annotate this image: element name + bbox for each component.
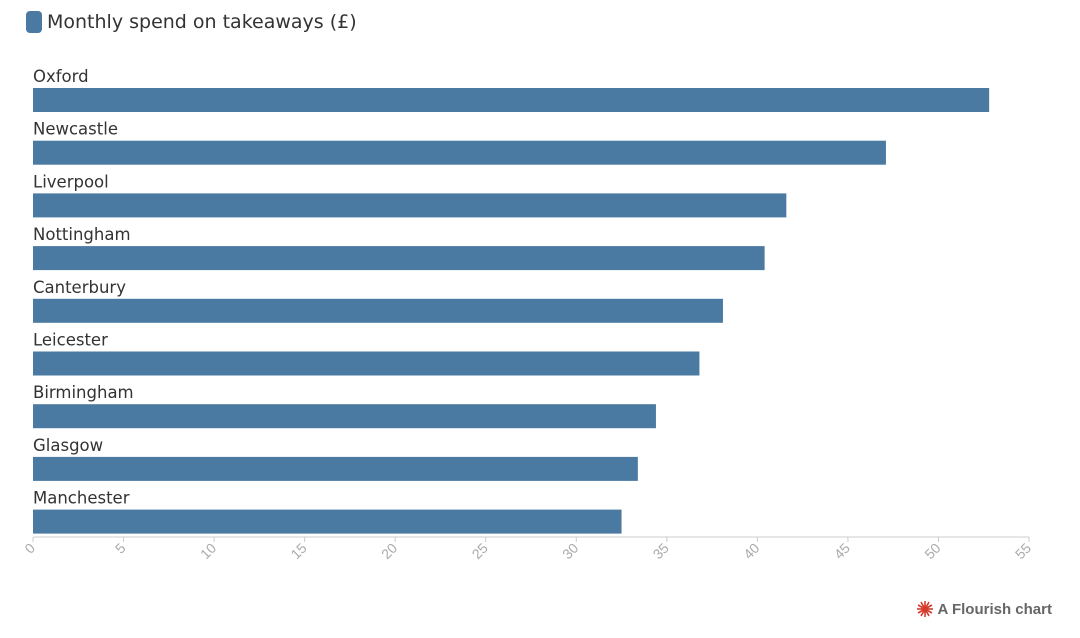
x-tick-label: 20 <box>378 540 400 562</box>
category-label: Canterbury <box>33 278 126 297</box>
legend-swatch <box>26 11 42 33</box>
legend-label: Monthly spend on takeaways (£) <box>47 11 357 33</box>
bar <box>33 404 656 429</box>
category-label: Manchester <box>33 489 130 508</box>
bar <box>33 351 700 376</box>
category-label: Newcastle <box>33 120 118 139</box>
category-label: Leicester <box>33 331 108 350</box>
bar <box>33 298 723 323</box>
x-tick-label: 10 <box>197 540 219 562</box>
x-tick-label: 35 <box>650 540 672 562</box>
x-tick-label: 45 <box>831 540 853 562</box>
x-tick-label: 5 <box>112 540 129 557</box>
category-label: Glasgow <box>33 436 103 455</box>
bar <box>33 456 638 481</box>
x-tick-label: 25 <box>469 540 491 562</box>
bar-chart: Oxford Newcastle Liverpool Nottingham Canter… <box>21 67 1034 562</box>
category-label: Nottingham <box>33 225 131 244</box>
bar <box>33 246 765 271</box>
legend: Monthly spend on takeaways (£) <box>26 11 357 33</box>
flourish-credit[interactable]: A Flourish chart <box>916 600 1052 618</box>
x-tick-label: 40 <box>740 540 762 562</box>
bar <box>33 193 787 218</box>
category-label: Birmingham <box>33 383 134 402</box>
credit-text: A Flourish chart <box>937 600 1052 618</box>
x-tick-label: 0 <box>21 540 38 557</box>
flourish-logo-icon <box>916 601 933 617</box>
bar <box>33 88 990 112</box>
bar <box>33 140 886 165</box>
x-tick-label: 15 <box>287 540 309 562</box>
x-tick-label: 55 <box>1012 540 1034 562</box>
bar <box>33 509 622 534</box>
category-label: Liverpool <box>33 172 109 191</box>
x-tick-label: 30 <box>559 540 581 562</box>
category-label: Oxford <box>33 67 89 86</box>
x-tick-label: 50 <box>921 540 943 562</box>
